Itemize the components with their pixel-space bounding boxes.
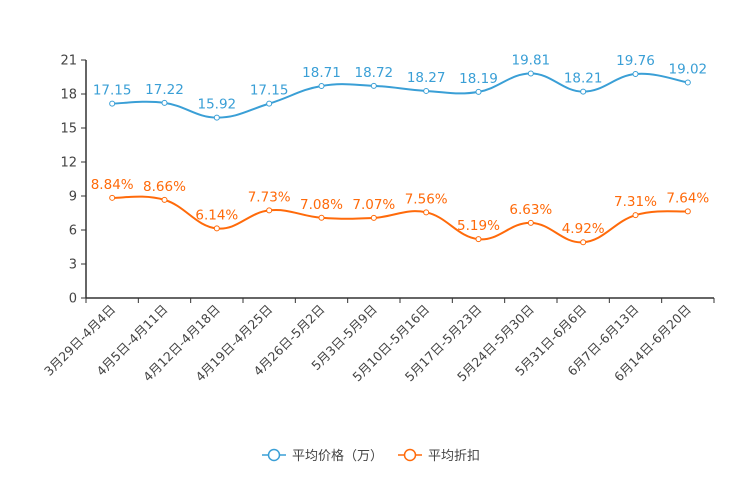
data-label: 19.76 [616, 53, 655, 69]
data-label: 7.08% [300, 197, 343, 213]
data-label: 15.92 [198, 97, 237, 113]
data-label: 5.19% [457, 218, 500, 234]
data-label: 8.66% [143, 179, 186, 195]
data-point [109, 194, 116, 201]
data-label: 17.15 [250, 83, 289, 99]
y-tick-label: 21 [60, 54, 77, 69]
legend-label: 平均折扣 [428, 449, 480, 464]
data-label: 18.27 [407, 70, 446, 86]
data-point [580, 88, 587, 95]
data-point [632, 71, 639, 78]
data-label: 17.15 [93, 83, 132, 99]
data-label: 6.14% [195, 207, 238, 223]
y-tick-label: 18 [60, 88, 77, 103]
data-label: 18.71 [302, 65, 341, 81]
data-point [161, 99, 168, 106]
data-point [370, 82, 377, 89]
series-line-1 [112, 195, 688, 244]
data-label: 17.22 [145, 82, 184, 98]
y-tick-label: 9 [69, 190, 77, 205]
data-point [213, 114, 220, 121]
legend-marker-icon [267, 448, 281, 462]
data-point [527, 70, 534, 77]
legend-marker-icon [403, 448, 417, 462]
data-point [423, 87, 430, 94]
data-label: 19.02 [669, 61, 708, 77]
data-point [161, 196, 168, 203]
y-tick-label: 0 [69, 292, 77, 307]
series-line-0 [112, 72, 689, 119]
data-point [109, 100, 116, 107]
data-label: 4.92% [562, 221, 605, 237]
data-label: 7.56% [405, 191, 448, 207]
data-point [580, 239, 587, 246]
data-label: 7.07% [352, 197, 395, 213]
data-point [423, 209, 430, 216]
data-label: 8.84% [91, 177, 134, 193]
legend-label: 平均价格（万） [292, 448, 383, 464]
data-label: 18.21 [564, 71, 603, 87]
data-label: 7.64% [666, 190, 709, 206]
data-point [632, 212, 639, 219]
data-point [475, 236, 482, 243]
data-point [266, 207, 273, 214]
y-tick-label: 3 [69, 258, 77, 273]
data-point [527, 219, 534, 226]
data-point [370, 214, 377, 221]
y-tick-label: 15 [60, 122, 77, 137]
data-label: 7.73% [248, 189, 291, 205]
data-point [318, 214, 325, 221]
y-tick-label: 6 [69, 224, 77, 239]
data-label: 18.72 [355, 65, 394, 81]
data-point [266, 100, 273, 107]
data-label: 6.63% [509, 202, 552, 218]
data-point [475, 88, 482, 95]
data-point [684, 208, 691, 215]
data-point [318, 82, 325, 89]
data-label: 18.19 [459, 71, 498, 87]
data-point [213, 225, 220, 232]
data-label: 7.31% [614, 194, 657, 210]
data-label: 19.81 [512, 52, 551, 68]
y-tick-label: 12 [60, 156, 77, 171]
data-point [684, 79, 691, 86]
